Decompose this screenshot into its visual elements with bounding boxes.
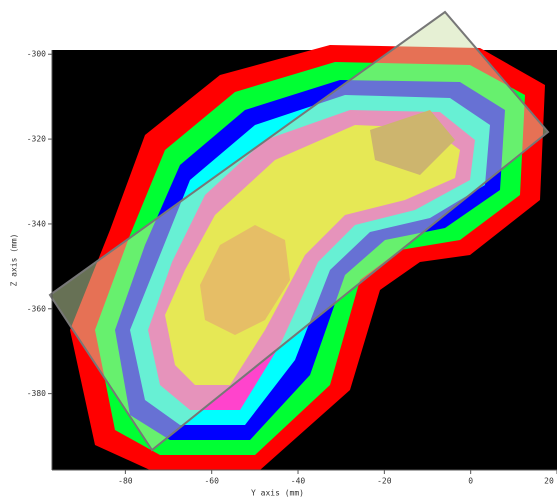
- x-tick-label: -60: [204, 477, 219, 486]
- phone-overlay: [48, 10, 550, 452]
- x-axis-label: Y axis (mm): [251, 489, 304, 498]
- x-tick-label: -20: [377, 477, 392, 486]
- y-axis-label: Z axis (mm): [10, 234, 19, 287]
- x-tick-label: -80: [118, 477, 133, 486]
- y-tick-label: -340: [27, 219, 46, 228]
- y-tick-label: -300: [27, 50, 46, 59]
- y-tick-label: -320: [27, 135, 46, 144]
- y-tick-label: -360: [27, 304, 46, 313]
- x-tick-label: 0: [468, 477, 473, 486]
- x-tick-label: -40: [291, 477, 306, 486]
- y-tick-label: -380: [27, 389, 46, 398]
- x-tick-label: 20: [544, 477, 554, 486]
